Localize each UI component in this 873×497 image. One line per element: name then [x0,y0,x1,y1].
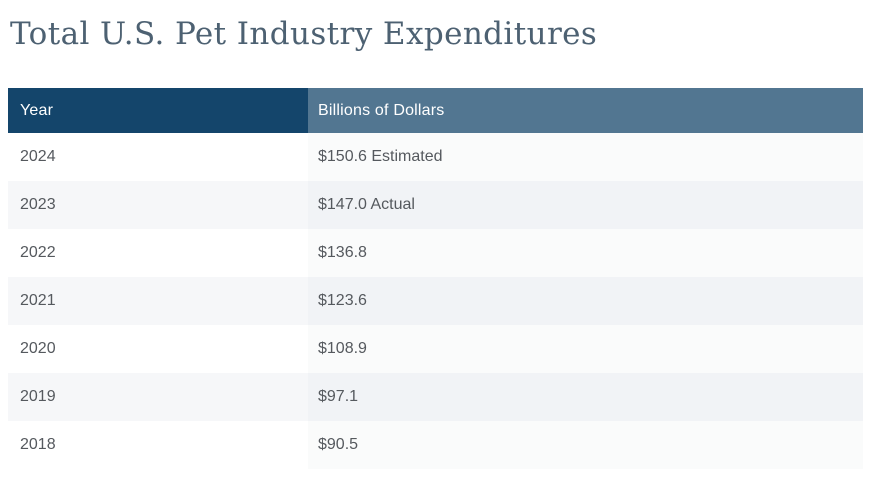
table-row: 2022 $136.8 [8,229,863,277]
table-row: 2018 $90.5 [8,421,863,469]
page-title: Total U.S. Pet Industry Expenditures [10,16,598,52]
column-header-billions-of-dollars: Billions of Dollars [308,88,863,133]
value-cell: $150.6 Estimated [308,133,863,181]
value-cell: $123.6 [308,277,863,325]
page: Total U.S. Pet Industry Expenditures Yea… [0,14,873,497]
year-cell: 2024 [8,133,308,181]
column-header-year: Year [8,88,308,133]
year-cell: 2019 [8,373,308,421]
table-row: 2019 $97.1 [8,373,863,421]
year-cell: 2020 [8,325,308,373]
value-cell: $97.1 [308,373,863,421]
table-row: 2021 $123.6 [8,277,863,325]
value-cell: $90.5 [308,421,863,469]
table-row: 2024 $150.6 Estimated [8,133,863,181]
value-cell: $136.8 [308,229,863,277]
table-header-row: Year Billions of Dollars [8,88,863,133]
year-cell: 2022 [8,229,308,277]
value-cell: $147.0 Actual [308,181,863,229]
table-row: 2023 $147.0 Actual [8,181,863,229]
value-cell: $108.9 [308,325,863,373]
table-row: 2020 $108.9 [8,325,863,373]
year-cell: 2021 [8,277,308,325]
year-cell: 2018 [8,421,308,469]
expenditures-table: Year Billions of Dollars 2024 $150.6 Est… [8,88,863,469]
year-cell: 2023 [8,181,308,229]
